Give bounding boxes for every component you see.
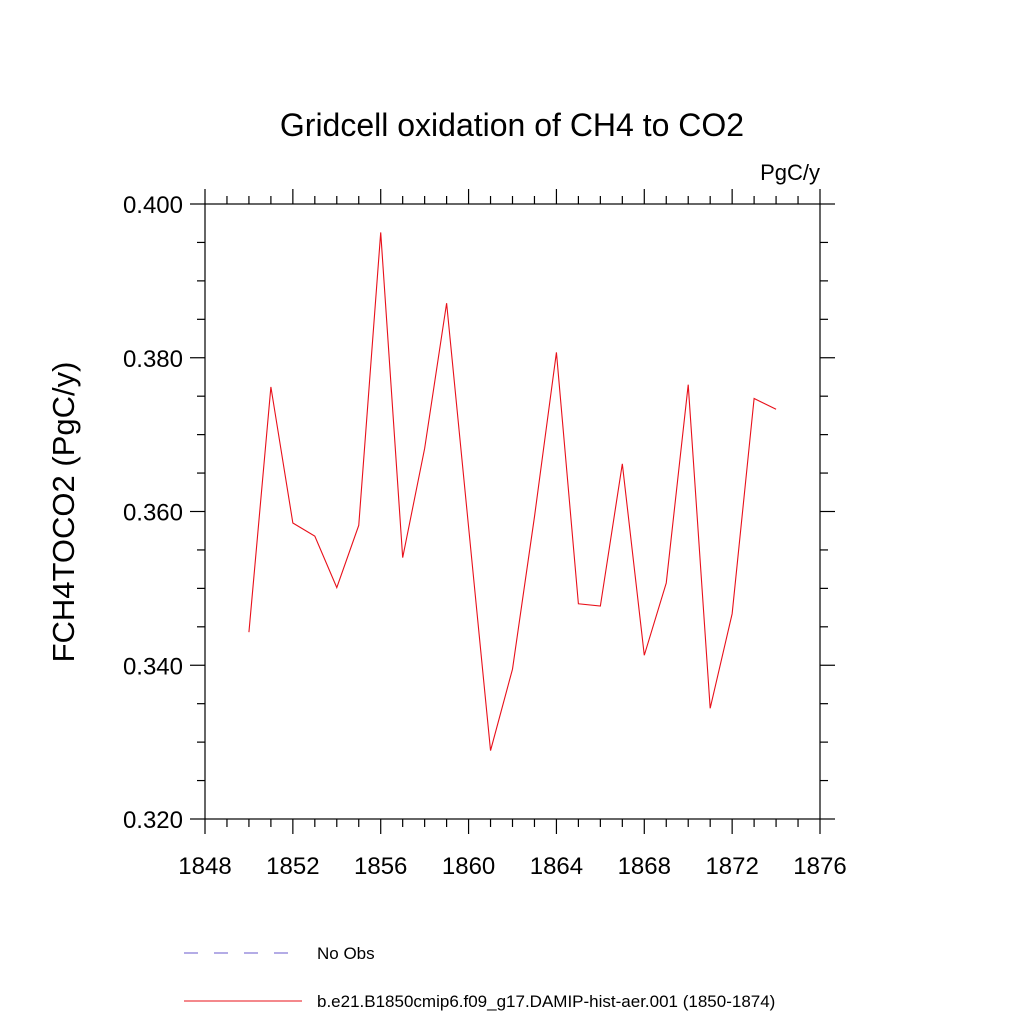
x-tick-label: 1856 (354, 853, 407, 880)
x-tick-label: 1848 (178, 853, 231, 880)
series-line (248, 232, 777, 751)
legend-label: No Obs (317, 944, 375, 963)
plot-frame (204, 203, 821, 820)
y-tick-label: 0.320 (123, 807, 183, 834)
x-tick-label: 1872 (705, 853, 758, 880)
y-tick-label: 0.380 (123, 346, 183, 373)
x-tick-label: 1868 (618, 853, 671, 880)
y-tick-label: 0.400 (123, 192, 183, 219)
x-tick-label: 1860 (442, 853, 495, 880)
x-tick-label: 1876 (793, 853, 846, 880)
legend-label: b.e21.B1850cmip6.f09_g17.DAMIP-hist-aer.… (317, 992, 775, 1011)
units-label: PgC/y (760, 160, 820, 185)
y-axis-label: FCH4TOCO2 (PgC/y) (46, 362, 81, 663)
y-tick-label: 0.340 (123, 653, 183, 680)
y-tick-label: 0.360 (123, 500, 183, 527)
chart-title: Gridcell oxidation of CH4 to CO2 (280, 107, 744, 143)
x-tick-label: 1864 (530, 853, 583, 880)
x-tick-label: 1852 (266, 853, 319, 880)
